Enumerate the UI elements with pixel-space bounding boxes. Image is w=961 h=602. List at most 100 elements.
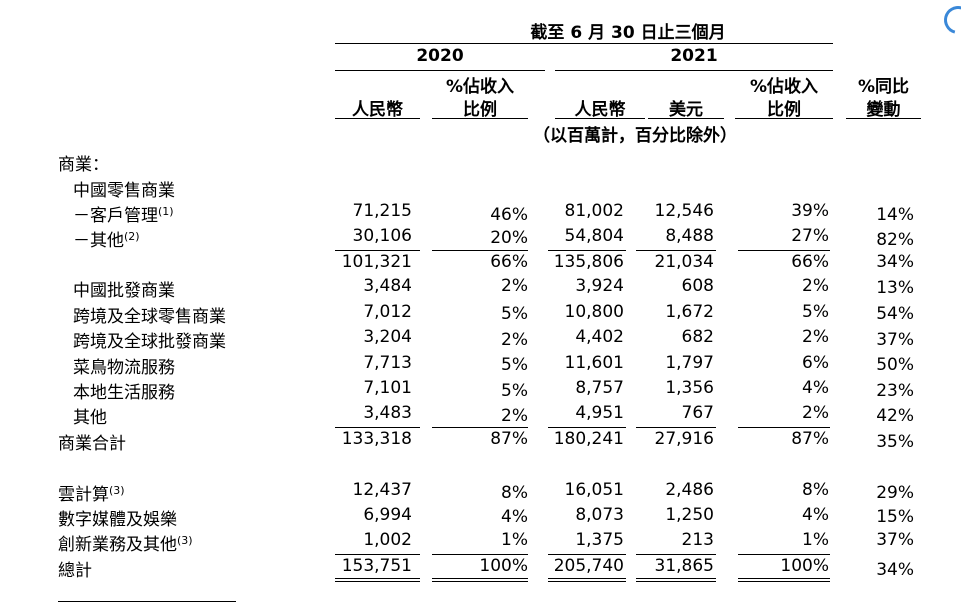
period-underline — [335, 43, 833, 44]
year-2021-header: 2021 — [670, 46, 718, 66]
cell-rmb-2020: 7,713 — [363, 353, 412, 373]
grand-total-line — [548, 554, 626, 555]
cell-yoy: 13% — [876, 278, 914, 298]
year-2020-header: 2020 — [416, 46, 464, 66]
cell-rmb-2020: 7,101 — [363, 378, 412, 398]
double-underline — [432, 578, 528, 579]
cell-rmb-2021: 1,375 — [575, 530, 624, 550]
double-underline — [636, 581, 716, 582]
cell-rmb-2020: 3,484 — [363, 276, 412, 296]
col-yoy-underline — [846, 118, 921, 119]
cell-pct-2020: 5% — [501, 381, 528, 401]
cell-rmb-2020: 30,106 — [352, 226, 412, 246]
cell-yoy: 34% — [876, 252, 914, 272]
cell-pct-2020: 100% — [479, 556, 528, 576]
cell-pct-2020: 2% — [501, 406, 528, 426]
row-label: 創新業務及其他(3) — [58, 534, 193, 555]
cell-rmb-2021: 4,951 — [575, 403, 624, 423]
year-2021-underline — [555, 70, 833, 71]
unit-note: （以百萬計，百分比除外） — [533, 126, 737, 146]
cell-rmb-2021: 4,402 — [575, 327, 624, 347]
cell-pct-2020: 66% — [490, 252, 528, 272]
cell-rmb-2021: 16,051 — [564, 480, 624, 500]
subtotal-line — [432, 250, 528, 251]
total-commerce-line — [548, 427, 626, 428]
col-usd-2021-underline — [648, 118, 724, 119]
cell-pct-2021: 1% — [802, 530, 829, 550]
cell-rmb-2020: 101,321 — [341, 252, 412, 272]
cell-pct-2020: 87% — [490, 429, 528, 449]
period-header: 截至 6 月 30 日止三個月 — [530, 23, 726, 43]
double-underline — [335, 581, 420, 582]
total-commerce-line — [432, 427, 528, 428]
cell-rmb-2020: 6,994 — [363, 505, 412, 525]
cell-usd-2021: 12,546 — [654, 201, 714, 221]
col-rmb-2020-header: 人民幣 — [352, 100, 403, 120]
double-underline — [548, 581, 626, 582]
cell-usd-2021: 767 — [681, 403, 714, 423]
cell-rmb-2020: 133,318 — [341, 429, 412, 449]
cell-yoy: 42% — [876, 406, 914, 426]
row-label: 中國批發商業 — [73, 281, 175, 301]
cell-pct-2021: 39% — [791, 201, 829, 221]
cell-pct-2021: 2% — [802, 327, 829, 347]
subtotal-line — [636, 250, 716, 251]
double-underline — [335, 578, 420, 579]
cell-usd-2021: 1,250 — [665, 505, 714, 525]
cell-rmb-2021: 11,601 — [564, 353, 624, 373]
col-rmb-2020-underline — [335, 118, 420, 119]
cell-pct-2020: 2% — [501, 276, 528, 296]
cell-usd-2021: 1,797 — [665, 353, 714, 373]
grand-total-line — [335, 554, 420, 555]
cell-rmb-2021: 54,804 — [564, 226, 624, 246]
grand-total-line — [636, 554, 716, 555]
subtotal-line — [738, 250, 830, 251]
cell-rmb-2021: 3,924 — [575, 276, 624, 296]
cell-yoy: 35% — [876, 432, 914, 452]
cell-pct-2020: 8% — [501, 483, 528, 503]
cell-yoy: 29% — [876, 483, 914, 503]
col-rmb-2021-underline — [555, 118, 645, 119]
cell-yoy: 50% — [876, 355, 914, 375]
double-underline — [432, 581, 528, 582]
subtotal-line — [335, 250, 420, 251]
double-underline — [636, 578, 716, 579]
grand-total-line — [432, 554, 528, 555]
cell-usd-2021: 21,034 — [654, 252, 714, 272]
cell-rmb-2021: 8,073 — [575, 505, 624, 525]
cell-rmb-2020: 7,012 — [363, 302, 412, 322]
cell-pct-2021: 8% — [802, 480, 829, 500]
row-label: 跨境及全球批發商業 — [73, 332, 226, 352]
cell-yoy: 34% — [876, 560, 914, 580]
cell-rmb-2021: 135,806 — [553, 252, 624, 272]
double-underline — [738, 581, 830, 582]
cell-pct-2021: 6% — [802, 353, 829, 373]
cell-rmb-2020: 12,437 — [352, 480, 412, 500]
cell-usd-2021: 682 — [681, 327, 714, 347]
col-yoy-header-line1: %同比 — [857, 77, 910, 97]
row-label: 菜鳥物流服務 — [73, 358, 175, 378]
col-pct-2020-underline — [432, 118, 528, 119]
cell-usd-2021: 31,865 — [654, 556, 714, 576]
cell-pct-2020: 5% — [501, 304, 528, 324]
cell-pct-2020: 46% — [490, 205, 528, 225]
col-pct-2021-underline — [735, 118, 833, 119]
cell-yoy: 37% — [876, 530, 914, 550]
cell-usd-2021: 8,488 — [665, 226, 714, 246]
grand-total-line — [738, 554, 830, 555]
cell-pct-2021: 4% — [802, 505, 829, 525]
cell-rmb-2021: 180,241 — [553, 429, 624, 449]
cell-usd-2021: 608 — [681, 276, 714, 296]
cell-pct-2021: 27% — [791, 226, 829, 246]
col-pct-2020-header-line1: %佔收入 — [445, 77, 515, 97]
col-rmb-2021-header: 人民幣 — [574, 100, 626, 120]
total-commerce-line — [636, 427, 716, 428]
cell-pct-2020: 2% — [501, 330, 528, 350]
cell-pct-2020: 1% — [501, 530, 528, 550]
cell-pct-2021: 87% — [791, 429, 829, 449]
cell-rmb-2021: 10,800 — [564, 302, 624, 322]
col-usd-2021-header: 美元 — [669, 100, 703, 120]
cell-usd-2021: 1,356 — [665, 378, 714, 398]
cell-pct-2020: 20% — [490, 228, 528, 248]
cell-pct-2020: 4% — [501, 507, 528, 527]
